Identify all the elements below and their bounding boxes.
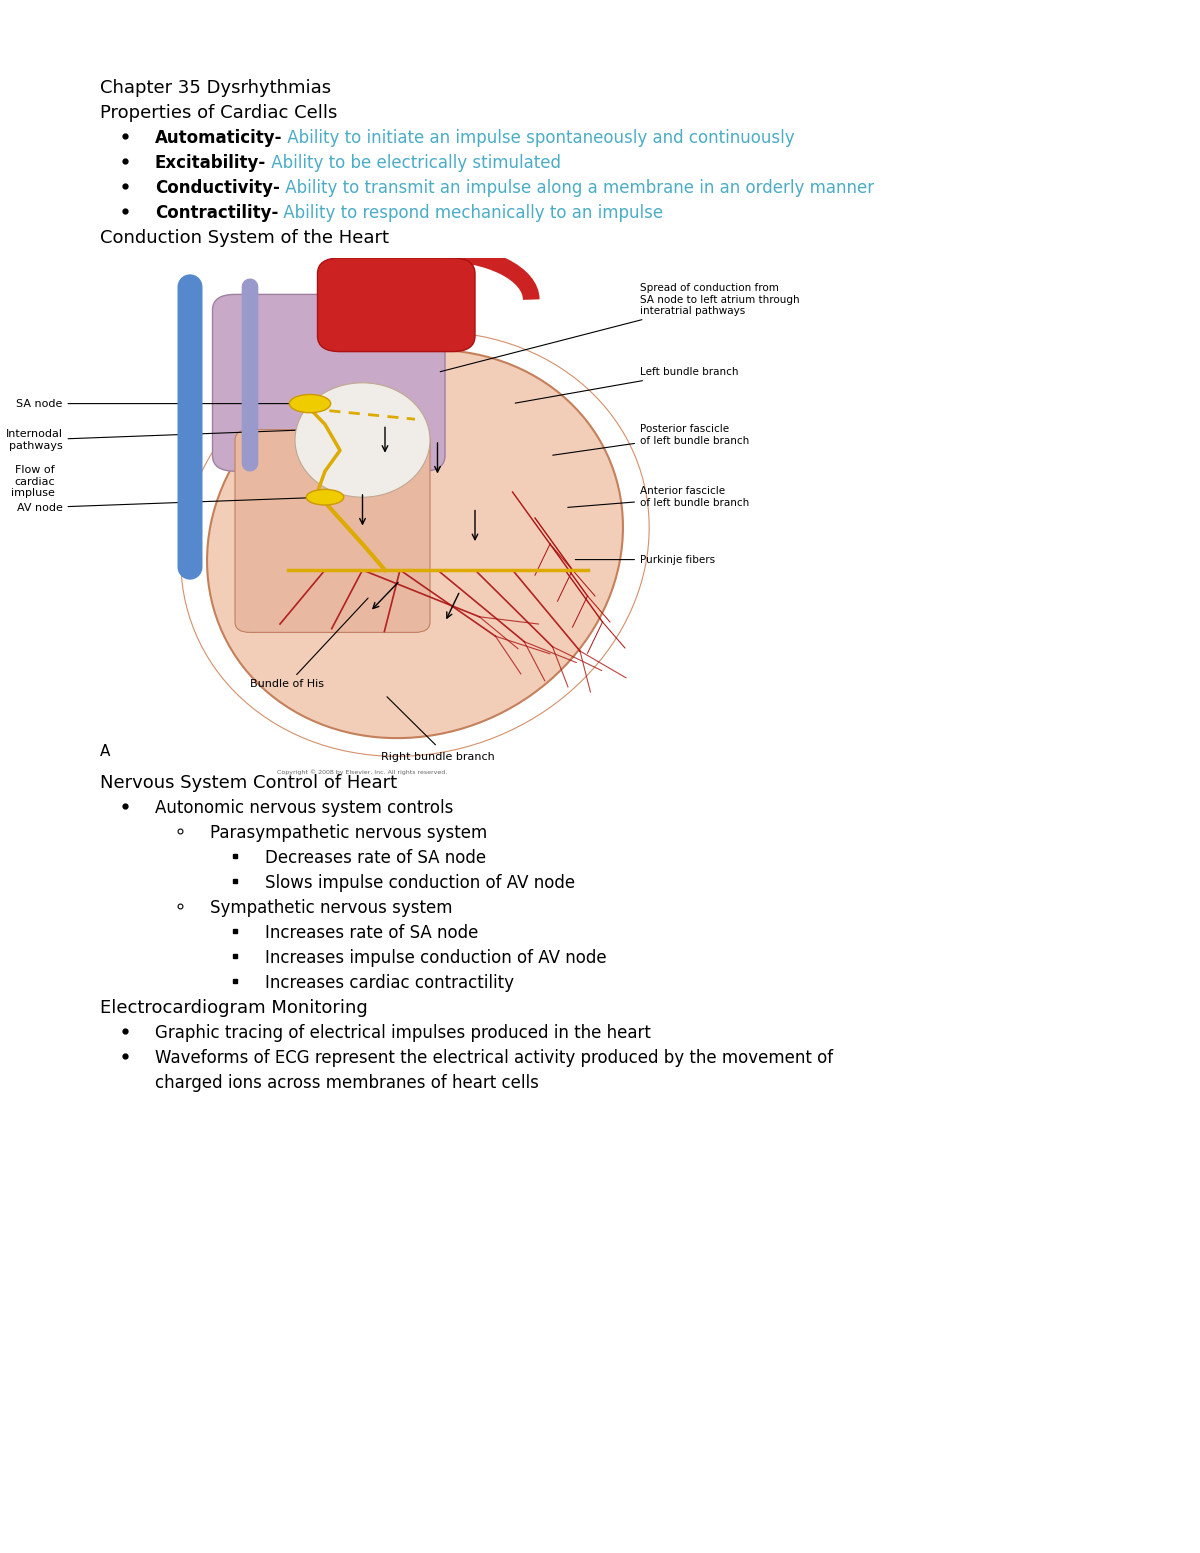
Text: Excitability-: Excitability- <box>155 154 266 172</box>
Text: Ability to respond mechanically to an impulse: Ability to respond mechanically to an im… <box>278 203 664 222</box>
Text: Decreases rate of SA node: Decreases rate of SA node <box>265 849 486 867</box>
Text: A: A <box>100 744 110 759</box>
Text: charged ions across membranes of heart cells: charged ions across membranes of heart c… <box>155 1075 539 1092</box>
Text: Bundle of His: Bundle of His <box>251 598 368 690</box>
Text: Ability to be electrically stimulated: Ability to be electrically stimulated <box>266 154 562 172</box>
Text: Flow of
cardiac
impluse: Flow of cardiac impluse <box>11 464 55 499</box>
Ellipse shape <box>306 489 343 505</box>
Text: Increases cardiac contractility: Increases cardiac contractility <box>265 974 514 992</box>
Text: Ability to transmit an impulse along a membrane in an orderly manner: Ability to transmit an impulse along a m… <box>280 179 874 197</box>
Text: Waveforms of ECG represent the electrical activity produced by the movement of: Waveforms of ECG represent the electrica… <box>155 1048 833 1067</box>
Text: Increases impulse conduction of AV node: Increases impulse conduction of AV node <box>265 949 607 968</box>
Text: Properties of Cardiac Cells: Properties of Cardiac Cells <box>100 104 337 123</box>
Text: Parasympathetic nervous system: Parasympathetic nervous system <box>210 825 487 842</box>
Text: SA node: SA node <box>16 399 307 408</box>
Ellipse shape <box>289 394 331 413</box>
Text: Ability to initiate an impulse spontaneously and continuously: Ability to initiate an impulse spontaneo… <box>282 129 796 148</box>
Text: Slows impulse conduction of AV node: Slows impulse conduction of AV node <box>265 874 575 891</box>
FancyBboxPatch shape <box>235 430 430 632</box>
Text: Automaticity-: Automaticity- <box>155 129 282 148</box>
Text: Sympathetic nervous system: Sympathetic nervous system <box>210 899 452 916</box>
Text: AV node: AV node <box>17 497 323 512</box>
Text: Anterior fascicle
of left bundle branch: Anterior fascicle of left bundle branch <box>568 486 749 508</box>
Ellipse shape <box>295 382 430 497</box>
Text: Posterior fascicle
of left bundle branch: Posterior fascicle of left bundle branch <box>553 424 749 455</box>
Text: Right bundle branch: Right bundle branch <box>380 752 494 763</box>
Text: Conduction System of the Heart: Conduction System of the Heart <box>100 228 389 247</box>
Text: Contractility-: Contractility- <box>155 203 278 222</box>
Text: Nervous System Control of Heart: Nervous System Control of Heart <box>100 773 397 792</box>
FancyBboxPatch shape <box>318 258 475 351</box>
Text: Electrocardiogram Monitoring: Electrocardiogram Monitoring <box>100 999 367 1017</box>
Text: Internodal
pathways: Internodal pathways <box>6 429 311 450</box>
Text: Graphic tracing of electrical impulses produced in the heart: Graphic tracing of electrical impulses p… <box>155 1023 650 1042</box>
Text: Copyright © 2008 by Elsevier, Inc. All rights reserved.: Copyright © 2008 by Elsevier, Inc. All r… <box>277 770 448 775</box>
Text: Purkinje fibers: Purkinje fibers <box>575 554 715 565</box>
Text: Autonomic nervous system controls: Autonomic nervous system controls <box>155 798 454 817</box>
Text: Spread of conduction from
SA node to left atrium through
interatrial pathways: Spread of conduction from SA node to lef… <box>440 283 799 371</box>
Text: Left bundle branch: Left bundle branch <box>515 368 738 404</box>
Ellipse shape <box>208 349 623 738</box>
Text: Increases rate of SA node: Increases rate of SA node <box>265 924 479 943</box>
Text: Chapter 35 Dysrhythmias: Chapter 35 Dysrhythmias <box>100 79 331 96</box>
FancyBboxPatch shape <box>212 295 445 471</box>
Text: Conductivity-: Conductivity- <box>155 179 280 197</box>
